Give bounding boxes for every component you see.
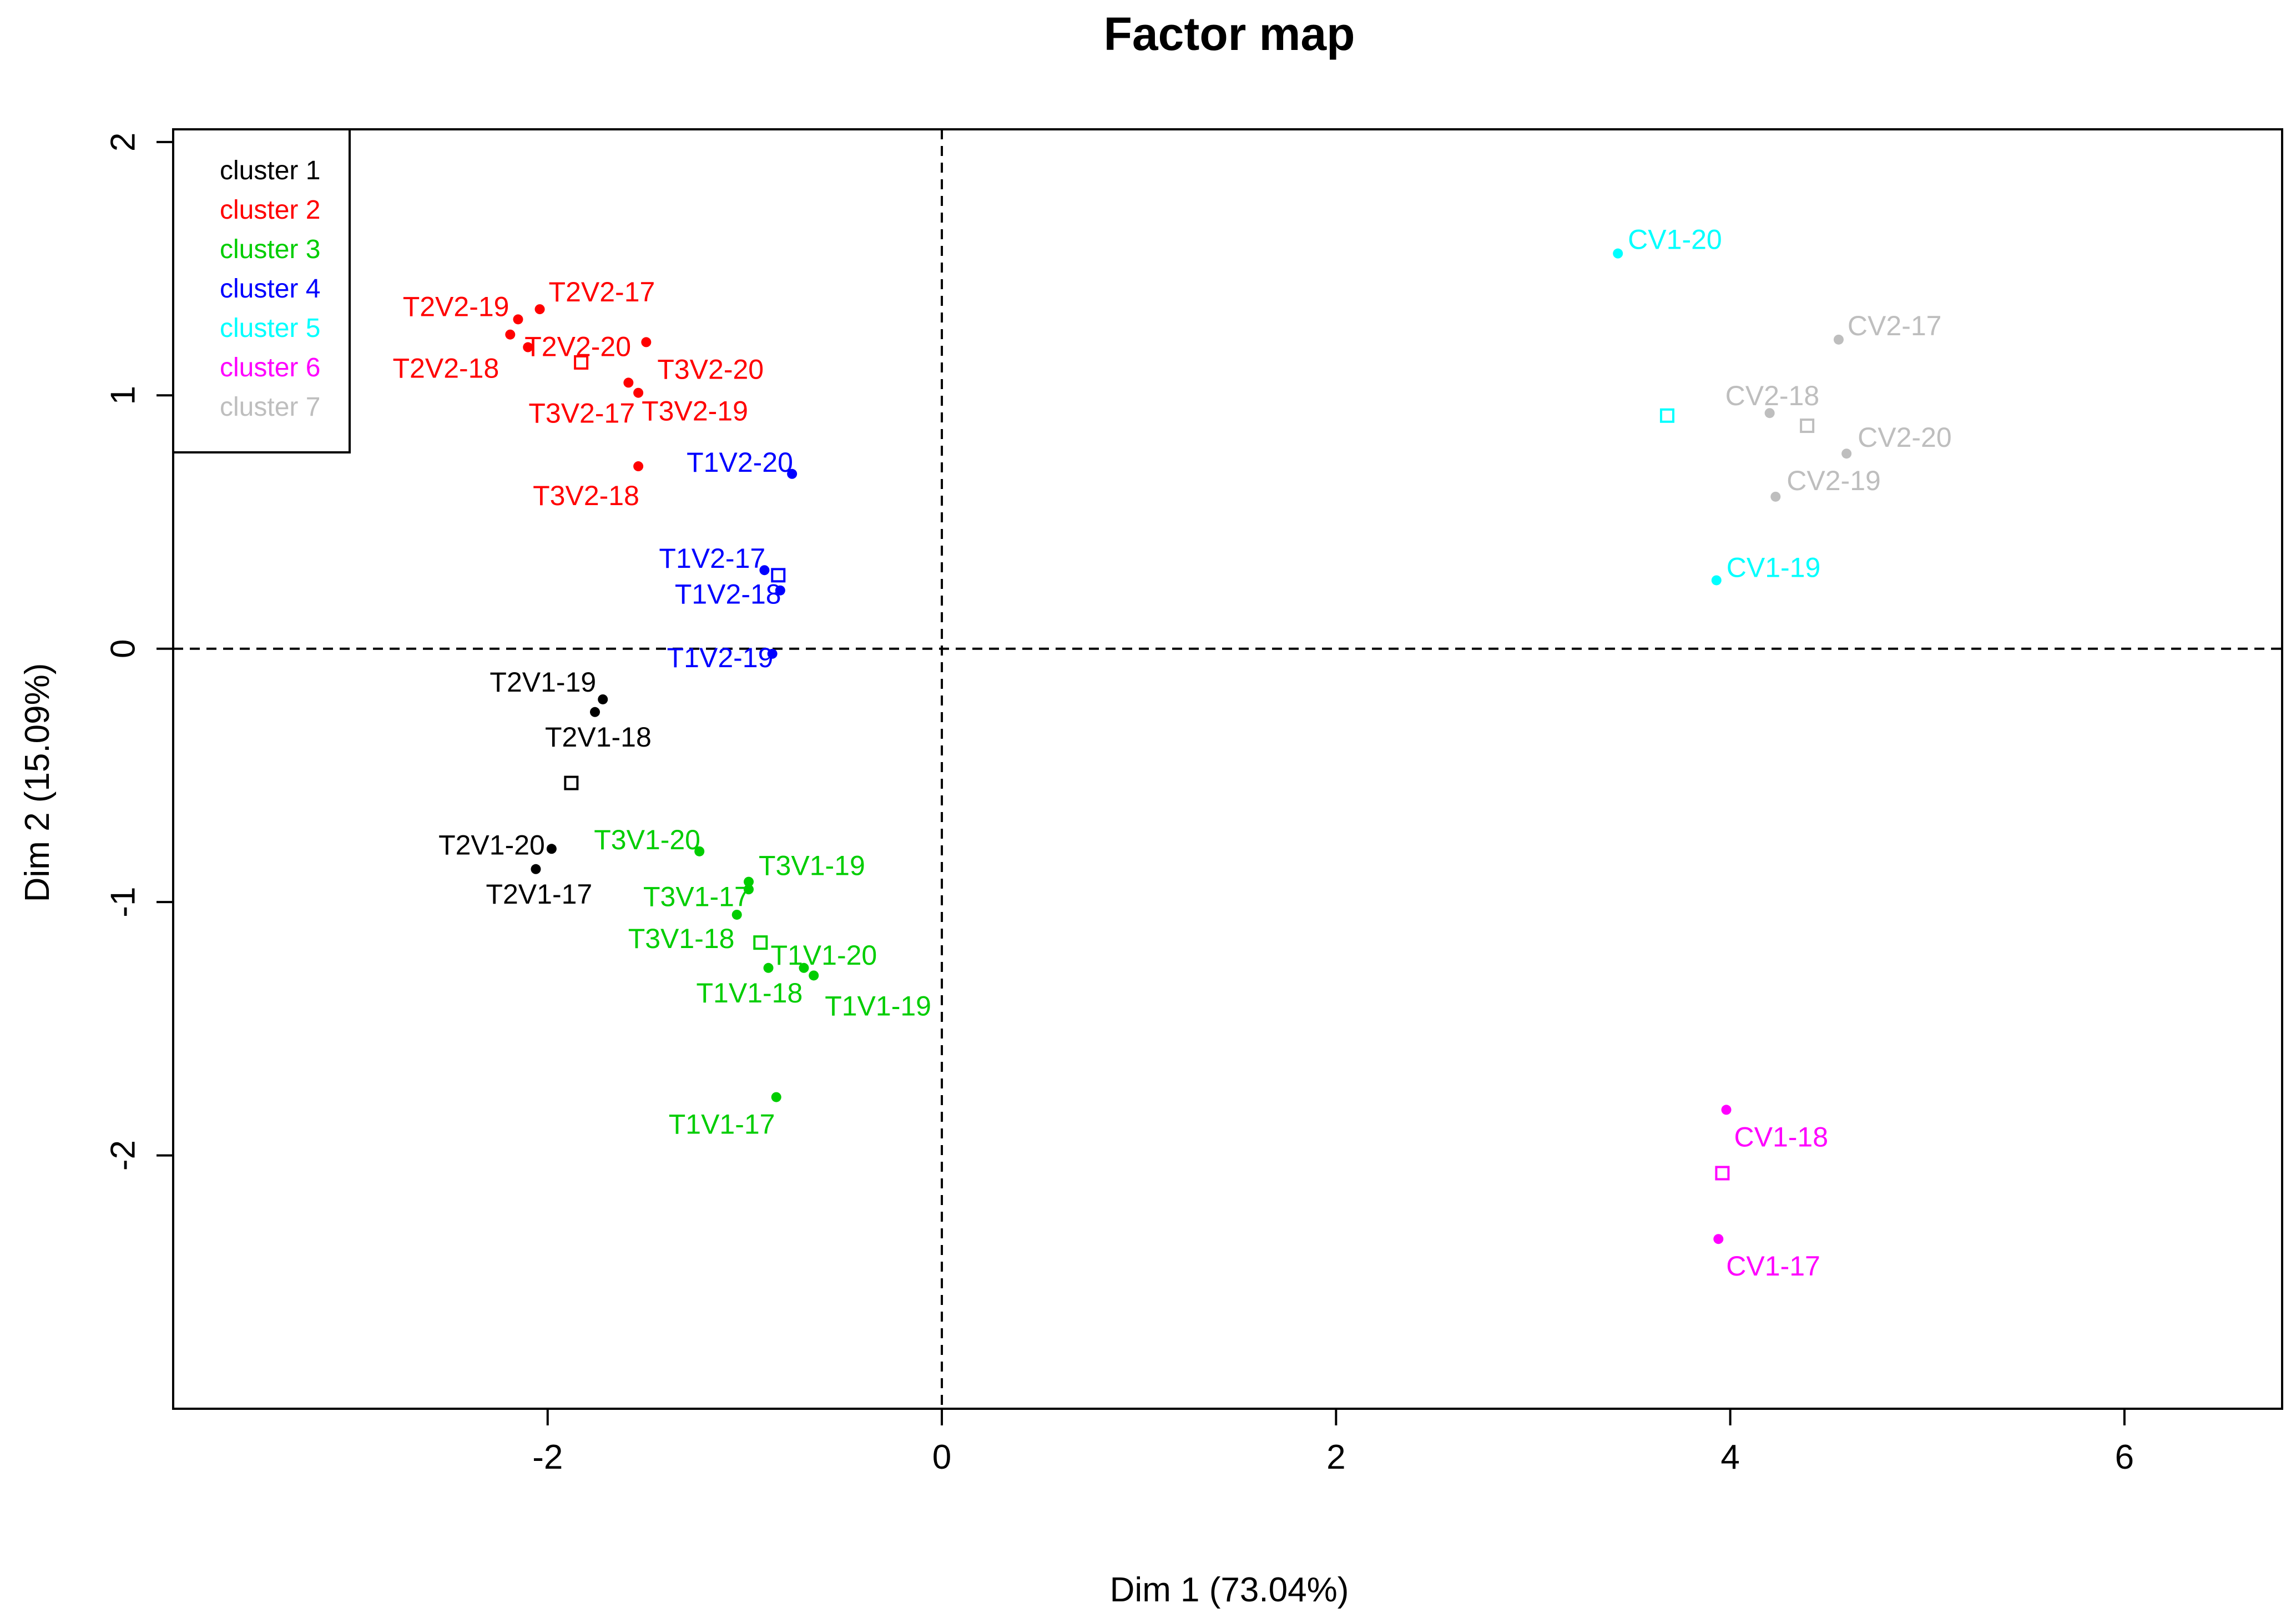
point-label-T2V2-17: T2V2-17 [549, 276, 655, 308]
cluster-7-center-marker [1800, 419, 1815, 434]
point-label-T3V1-19: T3V1-19 [759, 850, 865, 881]
point-label-CV1-17: CV1-17 [1726, 1251, 1820, 1282]
point-T2V1-20 [546, 844, 557, 854]
point-CV1-20 [1613, 248, 1623, 259]
point-label-T1V1-19: T1V1-19 [825, 990, 931, 1021]
chart-title: Factor map [1104, 8, 1355, 60]
point-T3V1-20 [694, 846, 705, 856]
point-T2V2-20 [523, 342, 533, 352]
point-T2V1-17 [531, 864, 541, 874]
point-label-T1V1-18: T1V1-18 [697, 977, 803, 1009]
y-tick-label: -1 [104, 887, 143, 918]
x-tick-label: 4 [1720, 1438, 1739, 1476]
point-label-T1V1-20: T1V1-20 [770, 940, 877, 971]
point-label-CV1-19: CV1-19 [1727, 552, 1821, 583]
point-T2V2-18 [505, 329, 516, 340]
legend-box [172, 128, 351, 453]
legend-entry-6: cluster 6 [220, 353, 320, 382]
point-label-T3V2-17: T3V2-17 [528, 397, 635, 429]
point-CV1-19 [1711, 575, 1722, 586]
point-T1V2-19 [767, 648, 778, 659]
point-CV1-18 [1721, 1105, 1732, 1115]
point-T3V2-19 [633, 387, 644, 398]
point-T1V2-20 [787, 468, 798, 479]
point-label-T2V1-17: T2V1-17 [486, 879, 592, 910]
point-T1V1-20 [799, 962, 809, 973]
point-label-CV1-20: CV1-20 [1628, 224, 1722, 255]
point-T2V2-17 [534, 304, 545, 315]
legend-entry-2: cluster 2 [220, 195, 320, 225]
point-CV2-19 [1770, 491, 1781, 502]
y-axis-title: Dim 2 (15.09%) [18, 663, 57, 903]
x-tick-label: 2 [1326, 1438, 1345, 1476]
point-label-T1V2-20: T1V2-20 [687, 447, 793, 478]
point-T3V2-20 [641, 337, 652, 347]
point-label-T3V1-20: T3V1-20 [594, 824, 700, 855]
point-label-T3V2-19: T3V2-19 [642, 396, 748, 427]
point-T2V2-19 [513, 314, 523, 325]
point-T1V1-17 [771, 1092, 781, 1102]
plot-frame [172, 128, 2283, 1410]
y-tick-label: 0 [104, 639, 143, 658]
point-label-T2V1-19: T2V1-19 [490, 667, 596, 698]
x-tick-label: 0 [932, 1438, 951, 1476]
point-CV1-17 [1713, 1234, 1724, 1244]
point-CV2-18 [1764, 408, 1775, 419]
y-tick-label: -2 [104, 1140, 143, 1171]
point-T1V1-19 [809, 970, 819, 981]
point-T2V1-19 [598, 694, 608, 704]
cluster-6-center-marker [1715, 1166, 1730, 1181]
point-T1V2-17 [759, 565, 770, 576]
cluster-1-center-marker [564, 775, 579, 790]
point-T3V1-18 [731, 909, 742, 920]
point-label-T3V1-17: T3V1-17 [643, 881, 750, 912]
point-label-T1V2-18: T1V2-18 [675, 579, 781, 610]
point-label-T2V1-20: T2V1-20 [438, 829, 545, 860]
point-T2V1-18 [590, 707, 600, 717]
point-T3V2-18 [633, 461, 644, 472]
point-label-CV1-18: CV1-18 [1734, 1121, 1829, 1152]
point-T3V1-19 [744, 876, 754, 887]
point-label-T3V2-20: T3V2-20 [657, 354, 764, 385]
point-label-T2V2-20: T2V2-20 [524, 331, 631, 362]
point-label-T3V2-18: T3V2-18 [533, 480, 639, 511]
point-label-CV2-19: CV2-19 [1787, 465, 1881, 496]
point-T1V1-18 [763, 962, 774, 973]
y-tick-label: 1 [104, 386, 143, 405]
plot-area: -2 0 2 4 6 -2 -1 0 1 2 T2V1-19 T2V1-18 T2V1-20 T2V1-1… [104, 128, 2283, 1476]
legend-entry-7: cluster 7 [220, 392, 320, 422]
cluster-5-center-marker [1659, 408, 1674, 423]
x-tick-label: 6 [2115, 1438, 2134, 1476]
point-label-T3V1-18: T3V1-18 [628, 923, 735, 954]
legend-entry-3: cluster 3 [220, 235, 320, 264]
point-T3V2-17 [623, 377, 634, 388]
point-label-T1V2-19: T1V2-19 [667, 642, 774, 673]
point-label-T1V2-17: T1V2-17 [659, 543, 765, 574]
point-CV2-17 [1833, 334, 1844, 345]
cluster-4-center-marker [771, 568, 786, 583]
legend-entry-4: cluster 4 [220, 274, 320, 304]
point-T3V1-17 [744, 884, 754, 895]
x-axis-title: Dim 1 (73.04%) [1110, 1571, 1349, 1609]
point-CV2-20 [1841, 448, 1852, 459]
point-label-T1V1-17: T1V1-17 [669, 1109, 775, 1140]
x-tick-label: -2 [532, 1438, 563, 1476]
point-label-T2V2-19: T2V2-19 [403, 291, 509, 322]
point-T1V2-18 [775, 585, 785, 596]
point-label-CV2-17: CV2-17 [1848, 310, 1942, 341]
cluster-3-center-marker [753, 935, 768, 950]
legend-entry-1: cluster 1 [220, 156, 320, 185]
cluster-2-center-marker [574, 355, 589, 370]
y-tick-label: 2 [104, 133, 143, 152]
point-label-T2V1-18: T2V1-18 [545, 722, 652, 753]
point-label-CV2-20: CV2-20 [1858, 422, 1952, 453]
point-label-T2V2-18: T2V2-18 [393, 353, 499, 384]
legend-entry-5: cluster 5 [220, 314, 320, 343]
point-label-CV2-18: CV2-18 [1725, 380, 1820, 411]
